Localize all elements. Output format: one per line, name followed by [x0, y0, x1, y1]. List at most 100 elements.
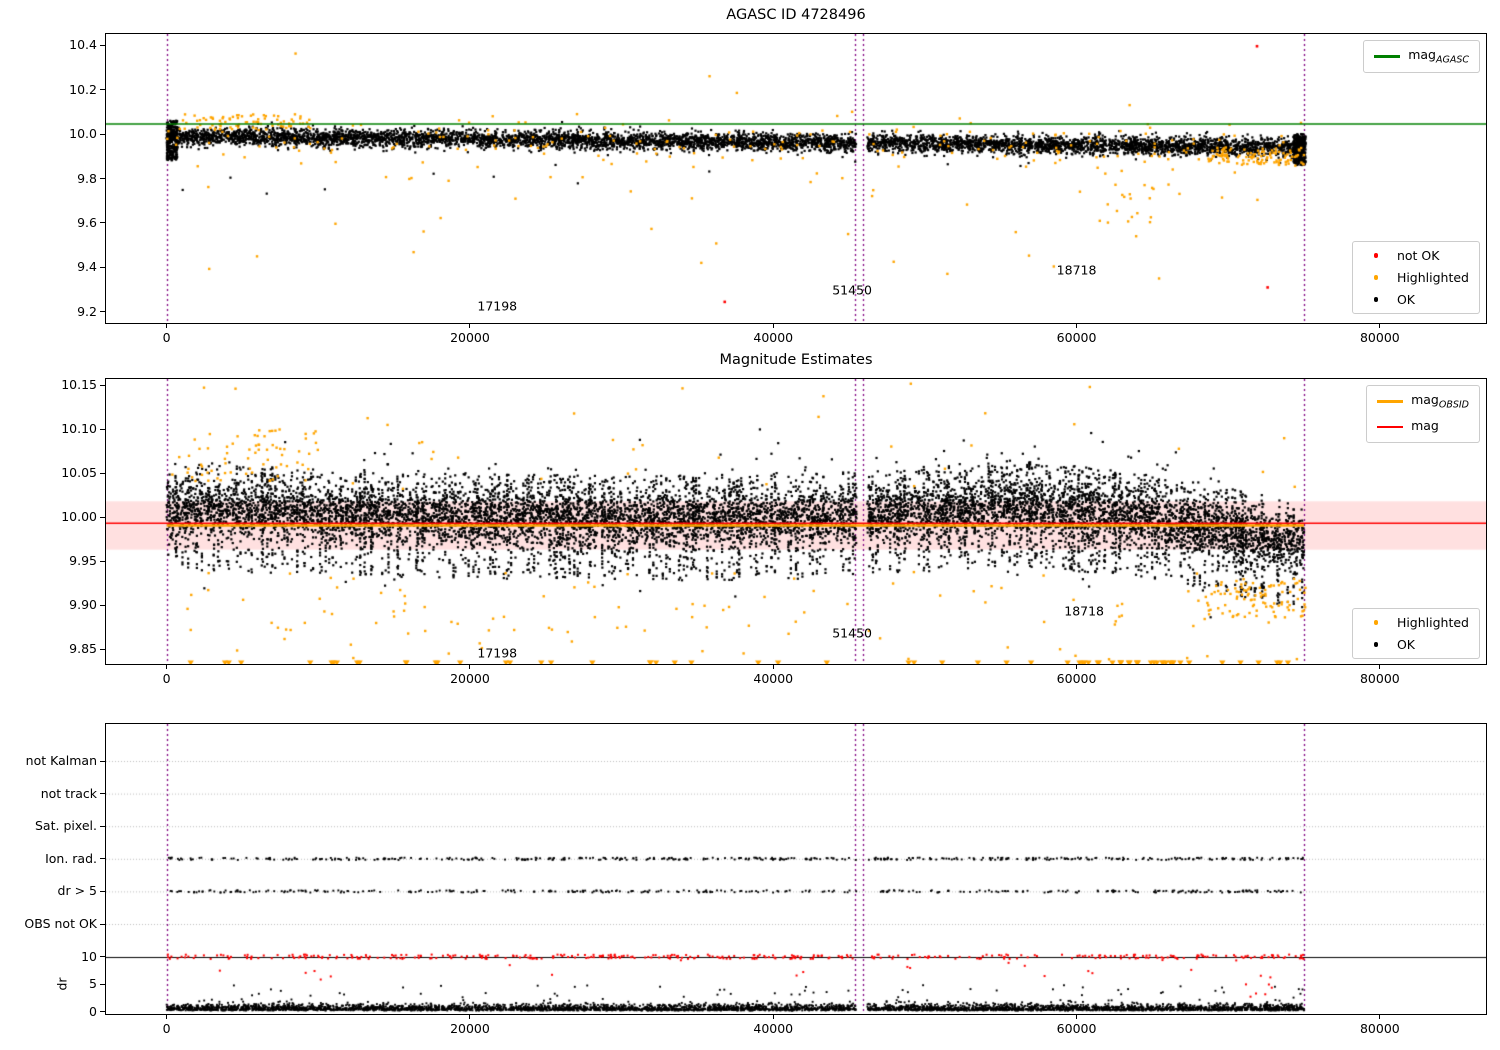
- y-tick-label: 10.4: [69, 36, 97, 52]
- not-ok-dot-swatch: [1373, 253, 1379, 258]
- x-tick-mark: [1379, 664, 1381, 669]
- legend-item-highlighted: Highlighted: [1363, 615, 1469, 630]
- y-tick-label: 9.4: [77, 259, 97, 275]
- y-tick-mark: [100, 89, 105, 91]
- obsid-annotation-17198: 17198: [477, 298, 518, 314]
- legend-text: mag: [1411, 392, 1439, 407]
- x-tick-mark: [469, 1014, 471, 1019]
- x-tick-label: 0: [162, 671, 171, 686]
- legend-item-not-ok: not OK: [1363, 248, 1469, 263]
- y-tick-label: 10.0: [69, 125, 97, 141]
- y-tick-mark: [100, 384, 105, 386]
- y-tick-label: 9.85: [69, 640, 97, 656]
- plot3-canvas: [106, 724, 1486, 1014]
- highlighted-dot-swatch: [1373, 275, 1379, 280]
- y-tick-mark: [100, 956, 105, 957]
- ok-dot-swatch: [1373, 297, 1379, 302]
- legend-item-mag-obsid: magOBSID: [1377, 392, 1469, 411]
- dot-swatch: [1363, 618, 1389, 628]
- x-tick-mark: [166, 664, 168, 669]
- plot1-line-legend: magAGASC: [1363, 40, 1480, 73]
- x-tick-mark: [1076, 1014, 1078, 1019]
- x-tick-label: 60000: [1056, 671, 1097, 686]
- y-tick-label: 10.2: [69, 81, 97, 97]
- dot-swatch: [1363, 295, 1389, 305]
- mag-obsid-legend-label: magOBSID: [1411, 392, 1469, 411]
- legend-text: mag: [1408, 47, 1436, 62]
- obsid-annotation-51450: 51450: [832, 282, 872, 298]
- line-swatch: [1377, 396, 1404, 406]
- x-tick-label: 80000: [1359, 1021, 1400, 1036]
- dot-swatch: [1363, 640, 1389, 650]
- x-tick-mark: [166, 323, 168, 328]
- highlighted-legend-label: Highlighted: [1396, 270, 1469, 285]
- y-tick-mark: [100, 793, 105, 795]
- mag-agasc-line-swatch: [1374, 55, 1401, 58]
- y-tick-label: 9.2: [77, 303, 97, 319]
- x-tick-mark: [469, 323, 471, 328]
- x-tick-label: 40000: [753, 1021, 794, 1036]
- y-tick-mark: [100, 560, 105, 562]
- x-tick-label: 60000: [1056, 330, 1097, 345]
- x-tick-label: 20000: [450, 671, 490, 686]
- y-tick-mark: [100, 1011, 105, 1012]
- x-tick-mark: [166, 1014, 168, 1019]
- x-tick-label: 20000: [450, 330, 490, 345]
- plot1-title: AGASC ID 4728496: [726, 7, 866, 23]
- x-tick-label: 80000: [1359, 671, 1400, 686]
- plot1-axes: AGASC ID 4728496 magAGASC not OK Highlig…: [69, 7, 1487, 344]
- y-tick-mark: [100, 472, 105, 474]
- highlighted-dot-swatch: [1373, 620, 1379, 625]
- ok-legend-label: OK: [1396, 637, 1415, 652]
- y-tick-label: 9.90: [69, 596, 97, 612]
- plot2-axes: Magnitude Estimates magOBSID mag Highlig…: [61, 352, 1487, 685]
- x-tick-mark: [772, 1014, 774, 1019]
- legend-item-ok: OK: [1363, 292, 1469, 307]
- legend-item-mag: mag: [1377, 418, 1469, 437]
- plot1-canvas: [106, 34, 1486, 323]
- category-tick-label: Sat. pixel.: [35, 817, 97, 833]
- x-tick-mark: [1379, 323, 1381, 328]
- y-tick-label: 9.8: [77, 170, 97, 186]
- obsid-annotation-51450: 51450: [832, 625, 872, 641]
- legend-item-ok: OK: [1363, 637, 1469, 652]
- dot-swatch: [1363, 273, 1389, 283]
- y-tick-label: 9.6: [77, 214, 97, 230]
- x-tick-label: 0: [162, 1021, 171, 1036]
- y-tick-mark: [100, 516, 105, 518]
- x-tick-mark: [1076, 664, 1078, 669]
- mag-obsid-line-swatch: [1377, 400, 1404, 403]
- y-tick-mark: [100, 890, 105, 892]
- category-tick-label: not track: [40, 785, 97, 801]
- legend-item-highlighted: Highlighted: [1363, 270, 1469, 285]
- obsid-annotation-18718: 18718: [1056, 262, 1097, 278]
- x-tick-label: 40000: [753, 330, 794, 345]
- legend-item-mag-agasc: magAGASC: [1374, 47, 1469, 66]
- legend-text: mag: [1411, 417, 1439, 433]
- plot2-marker-legend: Highlighted OK: [1351, 608, 1480, 659]
- mag-legend-label: mag: [1411, 418, 1439, 437]
- category-tick-label: Ion. rad.: [45, 850, 97, 866]
- plot1-marker-legend: not OK Highlighted OK: [1351, 241, 1480, 314]
- y-tick-mark: [100, 760, 105, 762]
- x-tick-label: 20000: [450, 1021, 490, 1036]
- y-tick-label: 10.15: [61, 376, 97, 392]
- x-tick-mark: [1379, 1014, 1381, 1019]
- y-tick-mark: [100, 44, 105, 46]
- plot3-axes: dr 0 20000 40000 60000 80000 not Kalman not tr…: [24, 723, 1487, 1035]
- y-tick-mark: [100, 858, 105, 860]
- x-tick-mark: [469, 664, 471, 669]
- y-tick-label: 10.05: [61, 464, 97, 480]
- mag-agasc-legend-label: magAGASC: [1408, 47, 1469, 66]
- y-tick-label: 9.95: [69, 552, 97, 568]
- x-tick-label: 60000: [1056, 1021, 1097, 1036]
- y-tick-label: 10.00: [61, 508, 97, 524]
- plot2-canvas: [106, 379, 1486, 664]
- dr-tick-label: 0: [89, 1003, 97, 1019]
- x-tick-label: 0: [162, 330, 171, 345]
- mag-line-swatch: [1377, 425, 1404, 428]
- obsid-annotation-18718: 18718: [1064, 603, 1105, 619]
- y-tick-mark: [100, 923, 105, 925]
- y-tick-mark: [100, 648, 105, 650]
- x-tick-mark: [1076, 323, 1078, 328]
